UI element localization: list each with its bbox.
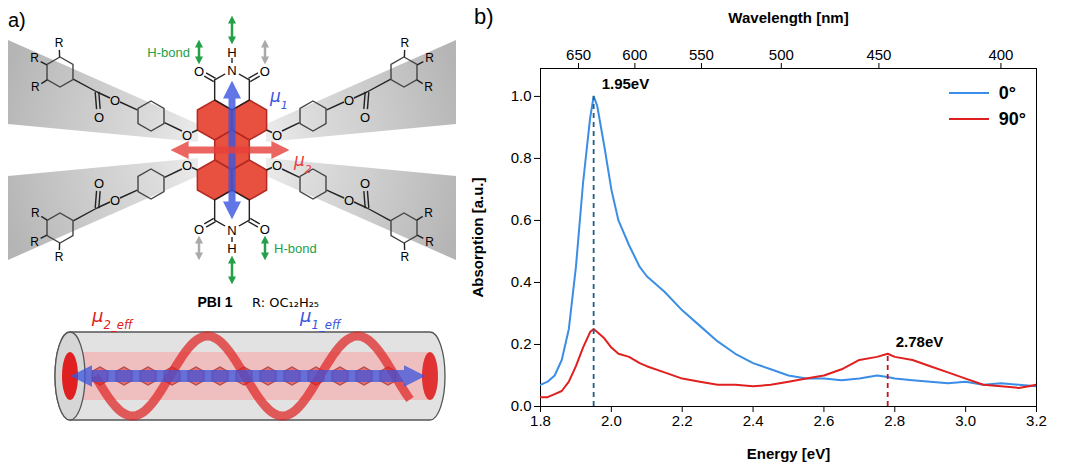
svg-text:500: 500 <box>769 46 794 63</box>
svg-text:O: O <box>110 93 120 108</box>
svg-text:O: O <box>344 93 354 108</box>
svg-text:2.2: 2.2 <box>672 412 693 429</box>
svg-text:450: 450 <box>866 46 891 63</box>
svg-text:N: N <box>227 63 236 78</box>
svg-text:PBI 1: PBI 1 <box>197 294 232 310</box>
svg-text:Absorption [a.u.]: Absorption [a.u.] <box>469 178 486 298</box>
svg-text:600: 600 <box>622 46 647 63</box>
svg-text:R: R <box>55 36 64 50</box>
svg-text:O: O <box>110 193 120 208</box>
svg-text:O: O <box>272 158 282 173</box>
svg-text:μ1_eff: μ1_eff <box>299 305 342 332</box>
svg-text:0.0: 0.0 <box>511 397 532 414</box>
svg-text:R: R <box>400 250 409 264</box>
svg-text:0.8: 0.8 <box>511 149 532 166</box>
svg-text:R: R <box>30 235 39 249</box>
svg-text:550: 550 <box>689 46 714 63</box>
svg-text:O: O <box>94 176 104 191</box>
html-text:90°: 90° <box>998 108 1026 129</box>
svg-text:a): a) <box>8 9 26 31</box>
svg-text:2.78eV: 2.78eV <box>896 333 944 350</box>
svg-text:R: R <box>30 51 39 65</box>
svg-text:O: O <box>360 176 370 191</box>
svg-text:3.0: 3.0 <box>955 412 976 429</box>
svg-text:400: 400 <box>988 46 1013 63</box>
svg-text:R: R <box>424 206 433 220</box>
svg-text:O: O <box>260 64 270 79</box>
svg-text:O: O <box>194 222 204 237</box>
svg-text:O: O <box>260 222 270 237</box>
svg-text:1.95eV: 1.95eV <box>602 75 650 92</box>
svg-text:μ1: μ1 <box>269 86 288 112</box>
svg-text:R: R <box>31 206 40 220</box>
svg-text:1.8: 1.8 <box>530 412 551 429</box>
svg-text:2.4: 2.4 <box>743 412 764 429</box>
html-text:0°: 0° <box>998 82 1016 103</box>
svg-text:1.0: 1.0 <box>511 87 532 104</box>
svg-text:H: H <box>227 45 236 60</box>
svg-text:O: O <box>182 158 192 173</box>
svg-text:R: R <box>400 36 409 50</box>
svg-text:Wavelength [nm]: Wavelength [nm] <box>728 9 848 26</box>
svg-text:μ2_eff: μ2_eff <box>91 305 134 332</box>
svg-text:R: OC₁₂H₂₅: R: OC₁₂H₂₅ <box>252 294 320 310</box>
html-text:b): b) <box>474 4 494 29</box>
svg-text:H-bond: H-bond <box>274 241 317 256</box>
svg-text:0.2: 0.2 <box>511 335 532 352</box>
svg-text:2.0: 2.0 <box>601 412 622 429</box>
svg-text:R: R <box>55 250 64 264</box>
svg-text:R: R <box>424 80 433 94</box>
svg-text:H-bond: H-bond <box>147 45 190 60</box>
svg-text:R: R <box>31 80 40 94</box>
svg-text:2.8: 2.8 <box>884 412 905 429</box>
svg-text:0.4: 0.4 <box>511 273 532 290</box>
svg-text:2.6: 2.6 <box>813 412 834 429</box>
svg-text:0.6: 0.6 <box>511 211 532 228</box>
svg-text:O: O <box>182 128 192 143</box>
svg-text:O: O <box>272 128 282 143</box>
svg-text:O: O <box>94 110 104 125</box>
svg-text:H: H <box>227 241 236 256</box>
svg-text:O: O <box>194 64 204 79</box>
svg-text:R: R <box>425 235 434 249</box>
svg-text:3.2: 3.2 <box>1026 412 1047 429</box>
svg-text:O: O <box>360 110 370 125</box>
svg-text:μ2: μ2 <box>293 150 312 176</box>
svg-text:650: 650 <box>566 46 591 63</box>
svg-text:R: R <box>425 51 434 65</box>
svg-text:Energy [eV]: Energy [eV] <box>747 445 830 462</box>
svg-text:O: O <box>344 193 354 208</box>
svg-text:N: N <box>227 223 236 238</box>
